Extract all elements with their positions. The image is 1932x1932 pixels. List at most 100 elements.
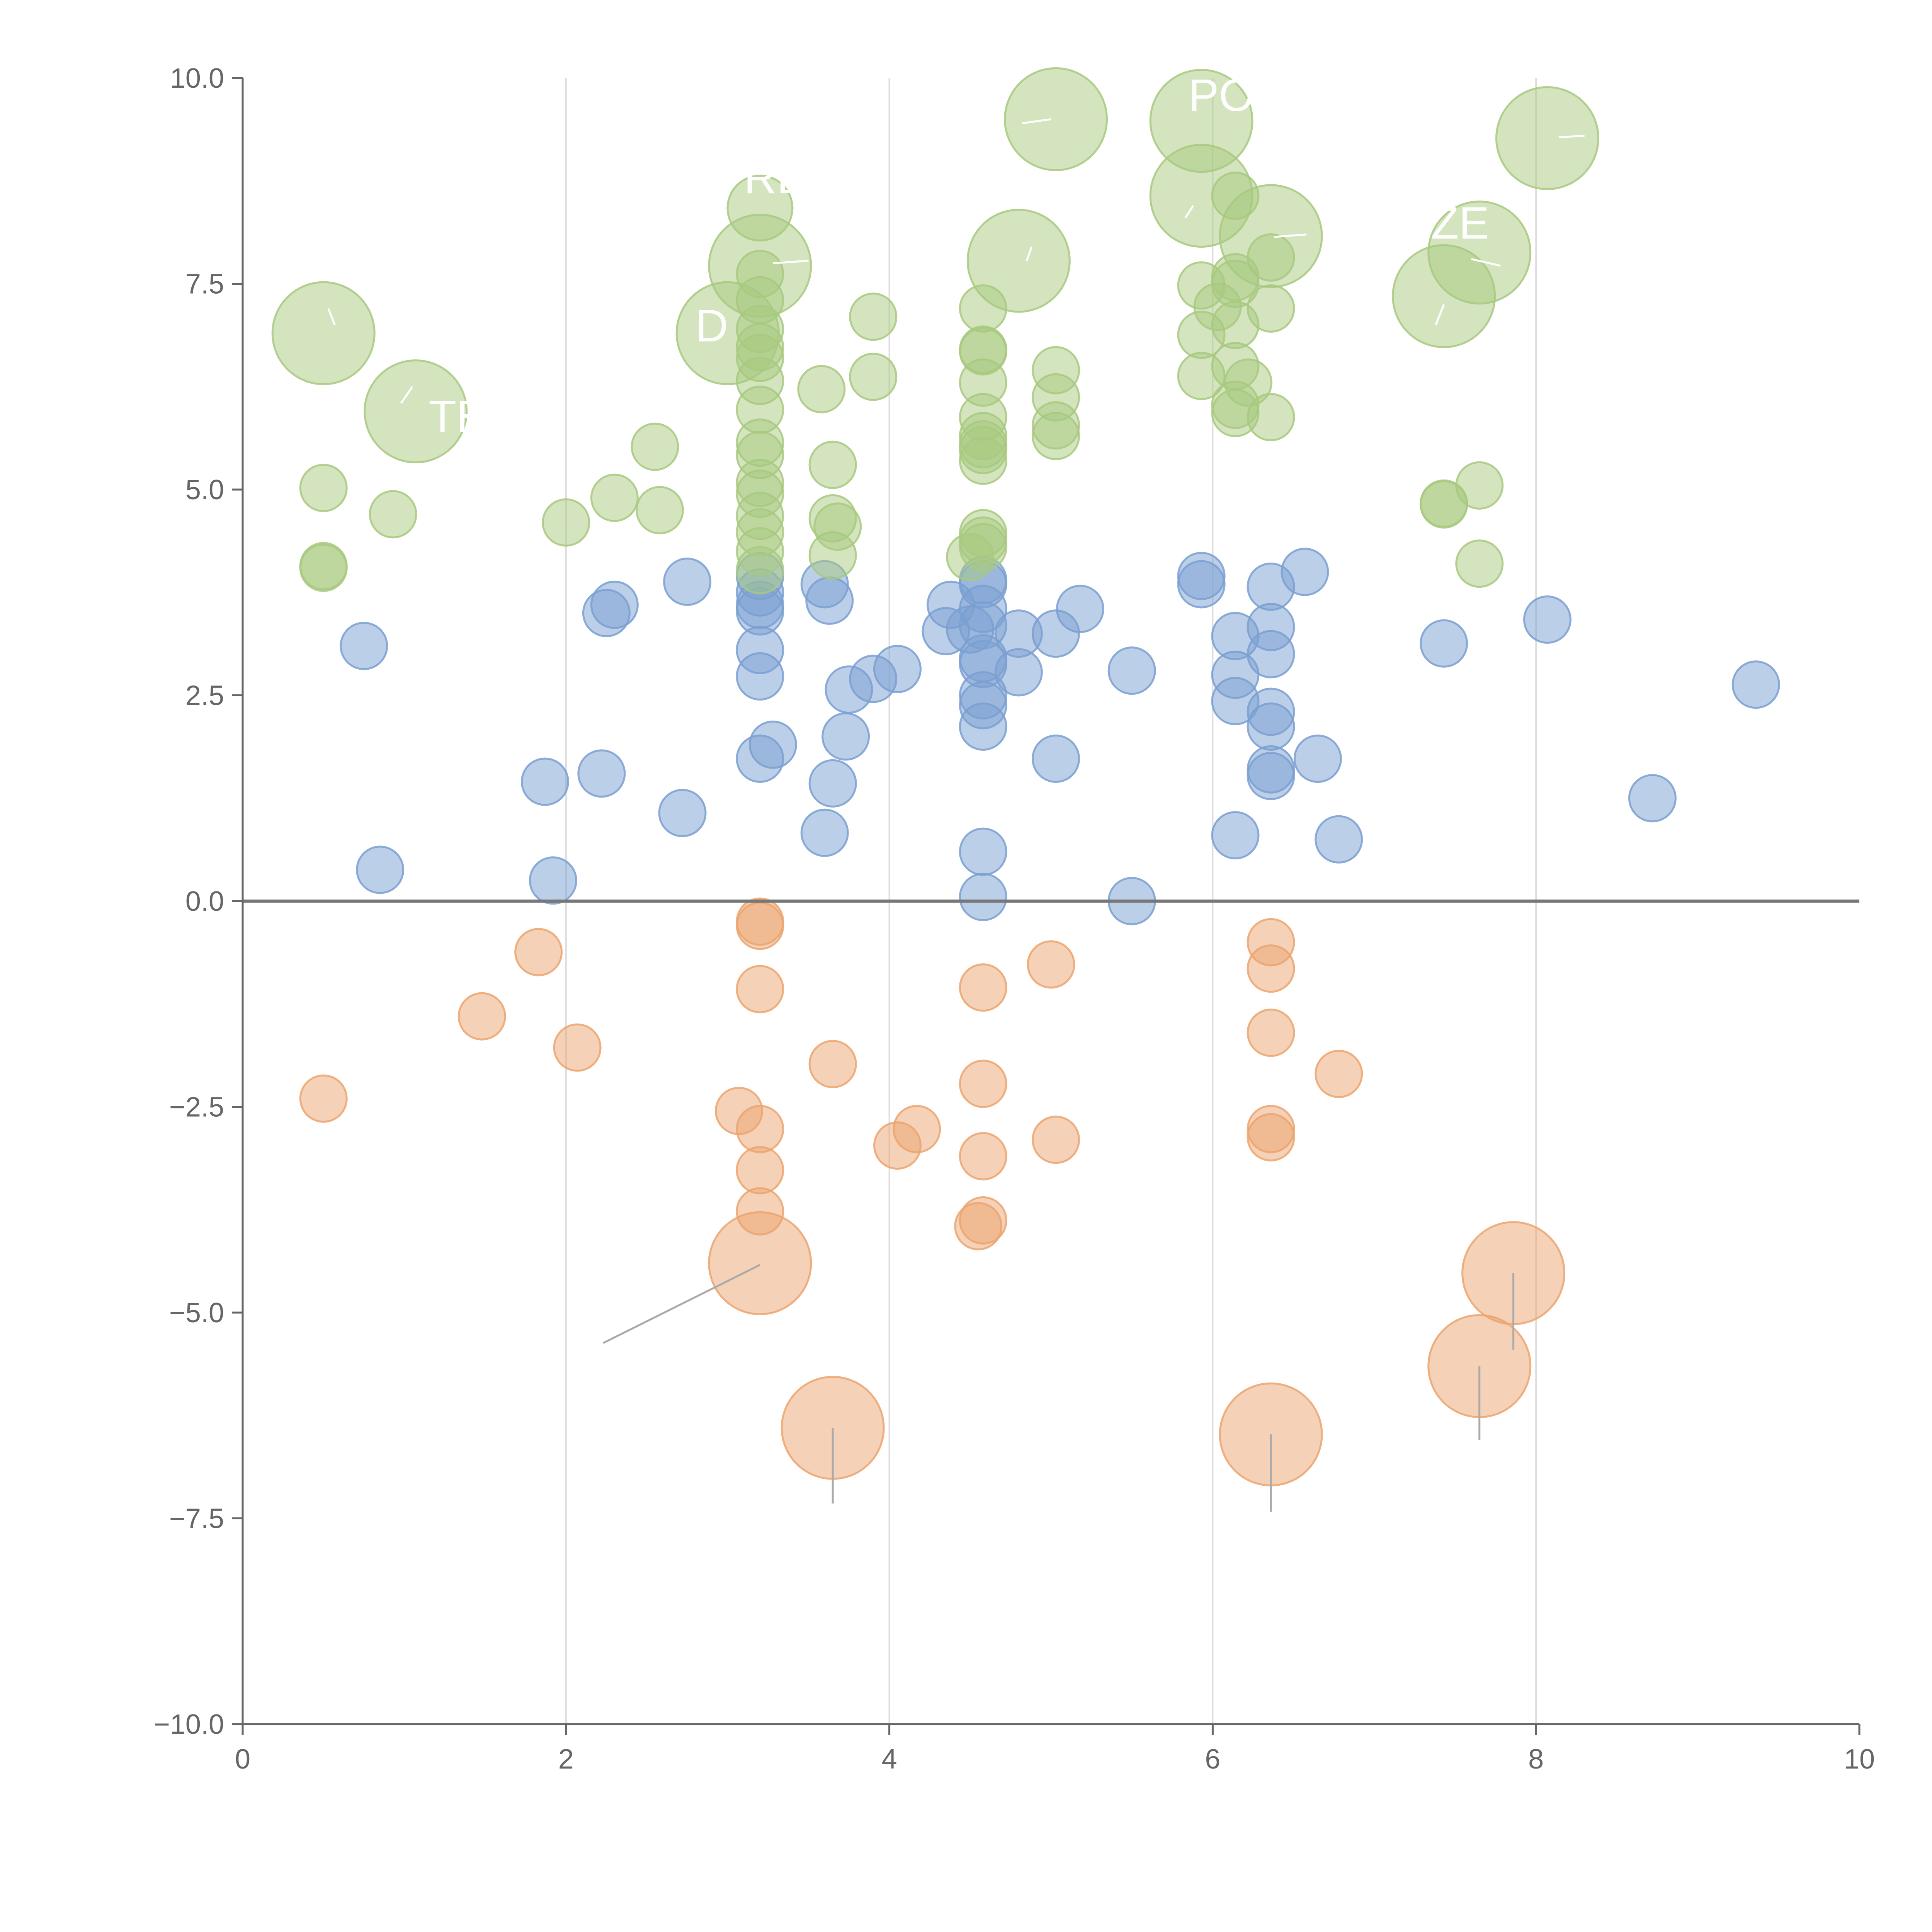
blue-point: [1315, 815, 1363, 864]
y-tick-label: −2.5: [169, 1092, 224, 1123]
y-tick-label: 10.0: [170, 63, 224, 94]
y-tick-label: 7.5: [185, 269, 224, 300]
orange-point: [959, 1132, 1007, 1180]
orange-point: [808, 1040, 857, 1088]
leader-lines: [327, 118, 1585, 1512]
green-point: [590, 473, 639, 522]
green-point: [271, 281, 376, 385]
green-point: [1004, 67, 1108, 171]
green-point: [797, 365, 846, 413]
green-point: [299, 543, 348, 592]
green-point: [808, 440, 857, 489]
blue-point: [1177, 560, 1226, 609]
orange-point: [893, 1105, 941, 1153]
blue-point: [959, 827, 1007, 876]
blue-point: [340, 622, 388, 670]
y-tick-label: −5.0: [169, 1298, 224, 1328]
blue-point: [658, 789, 707, 837]
orange-point: [736, 901, 784, 950]
leader-line: [1274, 233, 1307, 238]
orange-point: [1247, 1113, 1295, 1162]
green-point: [1224, 358, 1272, 407]
green-point: [1247, 393, 1295, 442]
leader-line: [400, 386, 413, 404]
leader-line: [1435, 304, 1445, 325]
blue-point: [1107, 646, 1156, 695]
blue-point: [959, 702, 1007, 751]
blue-point: [1056, 585, 1104, 633]
leader-line: [1558, 134, 1585, 138]
point-label: TE: [429, 391, 487, 442]
leader-line: [773, 260, 809, 264]
orange-point: [1027, 940, 1075, 989]
blue-point: [800, 808, 849, 857]
data-points: [271, 67, 1780, 1486]
blue-point: [663, 558, 712, 606]
green-point: [966, 209, 1071, 313]
blue-point: [1281, 548, 1329, 596]
orange-point: [1247, 1009, 1295, 1057]
x-tick-label: 0: [235, 1744, 250, 1775]
orange-point: [736, 1105, 784, 1153]
green-point: [369, 490, 417, 539]
x-tick-label: 10: [1844, 1744, 1875, 1775]
blue-point: [1420, 619, 1468, 668]
orange-point: [514, 928, 563, 976]
y-tick-label: −7.5: [169, 1503, 224, 1534]
green-point: [631, 422, 679, 471]
axes: −10.0 −7.5 −5.0 −2.5 0.0 2.5 5.0 7.5 10.0 0 2 4 6 8 10: [154, 63, 1875, 1775]
point-labels: TE RD D PO ZE: [429, 70, 1489, 442]
point-label: D: [696, 301, 728, 352]
orange-point: [959, 963, 1007, 1012]
orange-point: [959, 1060, 1007, 1108]
green-point: [1032, 412, 1080, 461]
blue-point: [1032, 735, 1080, 783]
leader-line: [327, 308, 336, 325]
blue-point: [1293, 735, 1342, 783]
blue-point: [808, 759, 857, 808]
green-point: [542, 498, 590, 547]
leader-line: [1184, 205, 1194, 219]
orange-point: [299, 1074, 348, 1123]
x-tick-label: 2: [558, 1744, 574, 1775]
blue-point: [1523, 595, 1571, 644]
blue-point: [994, 648, 1043, 697]
green-point: [1247, 284, 1295, 333]
orange-point: [1032, 1116, 1080, 1164]
orange-point: [736, 1146, 784, 1195]
blue-point: [520, 757, 569, 806]
y-tick-label: −10.0: [154, 1709, 224, 1740]
green-point: [849, 352, 898, 401]
blue-point: [873, 645, 922, 693]
y-tick-label: 5.0: [185, 474, 224, 505]
orange-point: [1315, 1049, 1363, 1098]
blue-point: [821, 712, 870, 761]
point-label: RD: [744, 152, 810, 203]
blue-point: [577, 749, 626, 798]
point-label: PO: [1189, 70, 1255, 121]
y-tick-label: 0.0: [185, 886, 224, 917]
leader-line: [1022, 118, 1051, 124]
x-tick-label: 8: [1528, 1744, 1544, 1775]
x-tick-label: 6: [1205, 1744, 1220, 1775]
orange-point: [457, 992, 506, 1041]
blue-point: [1247, 630, 1295, 679]
blue-point: [805, 577, 854, 625]
blue-point: [748, 720, 797, 769]
green-point: [1495, 86, 1599, 190]
orange-point: [959, 1196, 1007, 1245]
orange-point: [1247, 944, 1295, 993]
blue-point: [1247, 702, 1295, 751]
green-point: [1455, 539, 1504, 588]
blue-point: [1247, 752, 1295, 800]
green-point: [736, 546, 784, 595]
leader-line: [1471, 258, 1501, 267]
green-point: [808, 531, 857, 580]
blue-point: [736, 652, 784, 701]
orange-point: [736, 965, 784, 1014]
green-point: [1427, 201, 1532, 305]
orange-point: [553, 1023, 602, 1072]
x-tick-label: 4: [882, 1744, 897, 1775]
green-point: [364, 359, 468, 464]
